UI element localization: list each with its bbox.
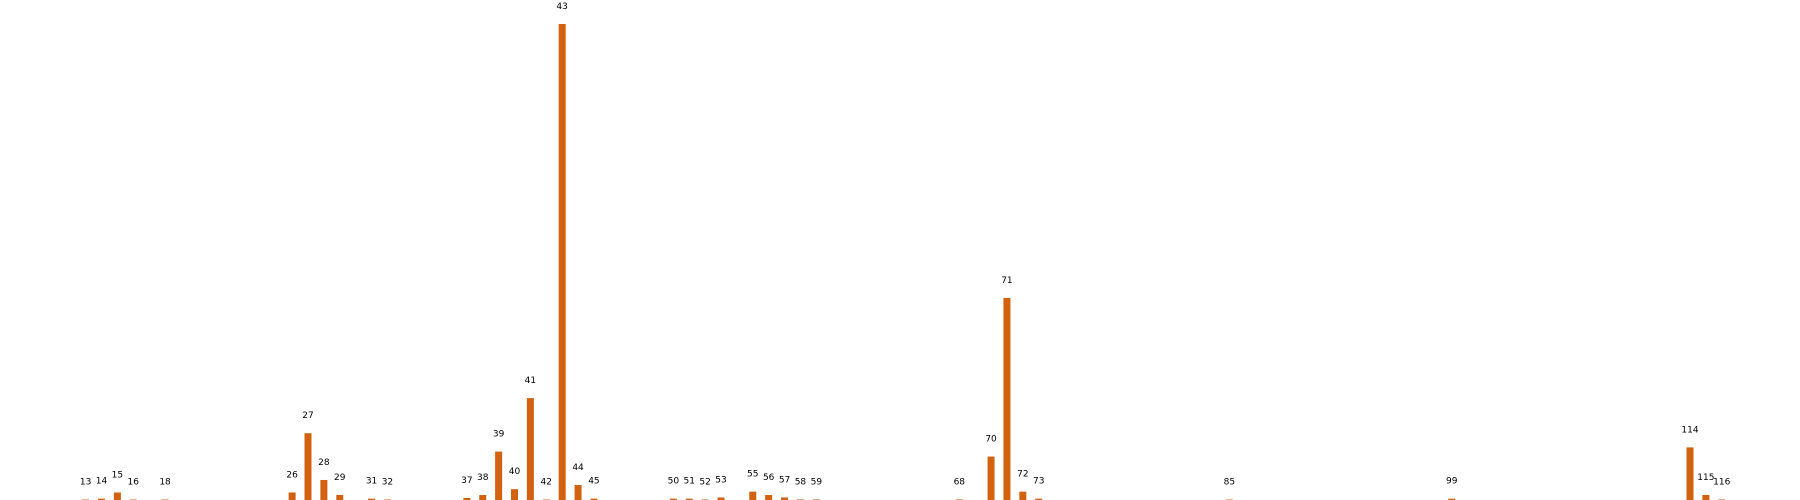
- bar-label-52: 52: [699, 478, 710, 488]
- bar-label-73: 73: [1033, 477, 1044, 487]
- bar-label-53: 53: [715, 475, 726, 485]
- bar-37: [463, 498, 471, 500]
- bar-label-37: 37: [461, 476, 472, 486]
- bar-label-29: 29: [334, 473, 346, 483]
- bar-label-16: 16: [128, 478, 140, 488]
- bar-label-57: 57: [779, 475, 790, 485]
- bar-label-59: 59: [811, 478, 823, 488]
- bar-label-58: 58: [795, 478, 807, 488]
- bars-group: [82, 24, 1726, 500]
- bar-55: [749, 491, 757, 500]
- bar-label-15: 15: [112, 470, 123, 480]
- bar-labels-group: 13 14 15 16 18 26 27 28 29 31 32 37 38 39 40 41 42 43 44 45…: [80, 2, 1731, 488]
- bar-99: [1448, 498, 1456, 500]
- bar-50: [669, 498, 677, 500]
- bar-label-32: 32: [382, 478, 393, 488]
- bar-56: [765, 494, 773, 500]
- bar-115: [1702, 494, 1710, 500]
- bar-label-56: 56: [763, 473, 775, 483]
- bar-label-71: 71: [1001, 276, 1012, 286]
- bar-label-44: 44: [572, 463, 584, 473]
- bar-57: [781, 497, 789, 500]
- bar-label-18: 18: [159, 478, 171, 488]
- bar-31: [368, 498, 376, 500]
- bar-label-68: 68: [954, 478, 966, 488]
- bar-71: [1003, 297, 1011, 500]
- bar-label-116: 116: [1713, 478, 1730, 488]
- bar-label-38: 38: [477, 473, 489, 483]
- bar-label-41: 41: [525, 376, 536, 386]
- bar-label-45: 45: [588, 477, 599, 487]
- bar-14: [98, 498, 105, 500]
- bar-29: [336, 494, 344, 500]
- bar-38: [479, 494, 487, 500]
- bar-label-26: 26: [286, 470, 298, 480]
- bar-label-28: 28: [318, 458, 330, 468]
- bar-label-99: 99: [1446, 477, 1458, 487]
- bar-41: [526, 398, 534, 500]
- bar-label-42: 42: [541, 478, 552, 488]
- bar-label-39: 39: [493, 430, 505, 440]
- bar-70: [987, 456, 995, 500]
- bar-26: [288, 492, 296, 500]
- bar-label-27: 27: [302, 411, 313, 421]
- bar-44: [574, 484, 582, 500]
- bar-label-43: 43: [556, 2, 567, 12]
- bar-label-50: 50: [668, 477, 680, 487]
- bar-39: [495, 451, 503, 500]
- bar-label-114: 114: [1681, 425, 1698, 435]
- bar-label-51: 51: [684, 477, 695, 487]
- bar-73: [1035, 498, 1043, 500]
- bar-72: [1019, 491, 1027, 500]
- bar-51: [685, 498, 693, 500]
- bar-label-72: 72: [1017, 470, 1028, 480]
- bar-27: [304, 433, 312, 500]
- bar-15: [113, 492, 121, 500]
- bar-label-85: 85: [1224, 478, 1235, 488]
- bar-114: [1686, 447, 1694, 500]
- bar-label-40: 40: [509, 467, 521, 477]
- bar-label-55: 55: [747, 470, 758, 480]
- bar-53: [717, 497, 725, 500]
- bar-label-14: 14: [96, 477, 108, 487]
- bar-45: [590, 498, 598, 500]
- bar-43: [558, 24, 566, 500]
- bar-label-70: 70: [985, 435, 997, 445]
- bar-label-31: 31: [366, 477, 377, 487]
- bar-40: [511, 489, 519, 500]
- bar-label-13: 13: [80, 478, 91, 488]
- bar-28: [320, 479, 328, 500]
- bar-label-115: 115: [1697, 473, 1714, 483]
